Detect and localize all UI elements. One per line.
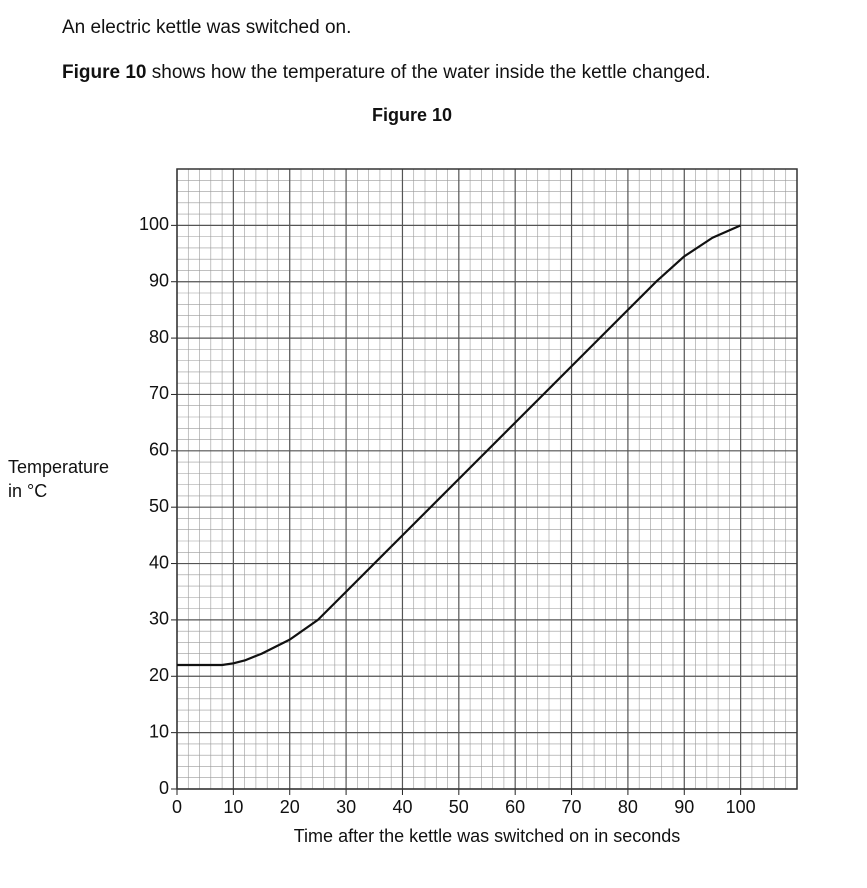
x-axis-label: Time after the kettle was switched on in…	[294, 826, 681, 846]
figure-ref: Figure 10	[62, 62, 147, 83]
y-tick-label: 70	[149, 383, 169, 403]
chart-title: Figure 10	[372, 105, 452, 125]
x-tick-label: 60	[505, 797, 525, 817]
y-tick-label: 80	[149, 327, 169, 347]
caption-text: shows how the temperature of the water i…	[151, 62, 711, 83]
y-tick-label: 40	[149, 552, 169, 572]
x-tick-label: 100	[726, 797, 756, 817]
data-line	[177, 224, 742, 667]
y-axis-label: in °C	[8, 481, 47, 501]
x-tick-label: 90	[674, 797, 694, 817]
x-tick-label: 80	[618, 797, 638, 817]
y-tick-label: 10	[149, 721, 169, 741]
x-tick-label: 50	[449, 797, 469, 817]
x-tick-label: 10	[223, 797, 243, 817]
y-axis-label: Temperature	[8, 457, 109, 477]
y-tick-label: 90	[149, 270, 169, 290]
y-tick-label: 60	[149, 440, 169, 460]
plot-border	[176, 168, 798, 790]
y-tick-label: 100	[139, 214, 169, 234]
y-tick-label: 20	[149, 665, 169, 685]
x-tick-label: 40	[392, 797, 412, 817]
y-tick-label: 0	[159, 778, 169, 798]
x-tick-label: 20	[280, 797, 300, 817]
x-tick-label: 70	[562, 797, 582, 817]
figure-caption: Figure 10 shows how the temperature of t…	[62, 62, 710, 84]
x-tick-label: 0	[172, 797, 182, 817]
x-tick-label: 30	[336, 797, 356, 817]
y-tick-label: 50	[149, 496, 169, 516]
intro-text: An electric kettle was switched on.	[62, 17, 352, 38]
y-tick-label: 30	[149, 609, 169, 629]
